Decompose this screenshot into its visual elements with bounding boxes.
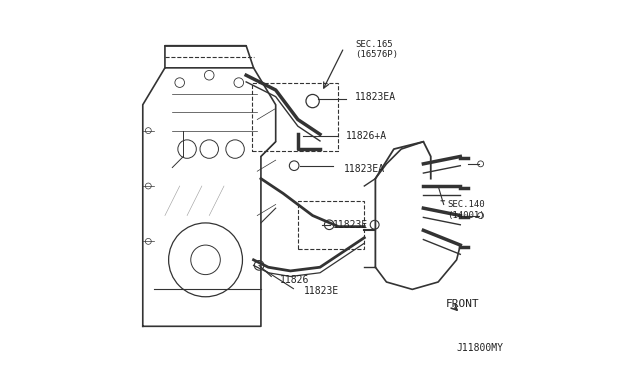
Text: 11823EA: 11823EA (355, 92, 396, 102)
Text: SEC.165
(16576P): SEC.165 (16576P) (355, 40, 398, 59)
Bar (298, 201, 364, 249)
Text: SEC.140
(14001): SEC.140 (14001) (447, 200, 485, 220)
Text: J11800MY: J11800MY (456, 343, 504, 353)
Text: 11823E: 11823E (333, 220, 368, 230)
Bar (252, 83, 339, 151)
Text: 11826+A: 11826+A (346, 131, 387, 141)
Text: 11823EA: 11823EA (344, 164, 385, 174)
Text: 11826: 11826 (280, 275, 308, 285)
Text: 11823E: 11823E (303, 286, 339, 296)
Text: FRONT: FRONT (445, 299, 479, 309)
